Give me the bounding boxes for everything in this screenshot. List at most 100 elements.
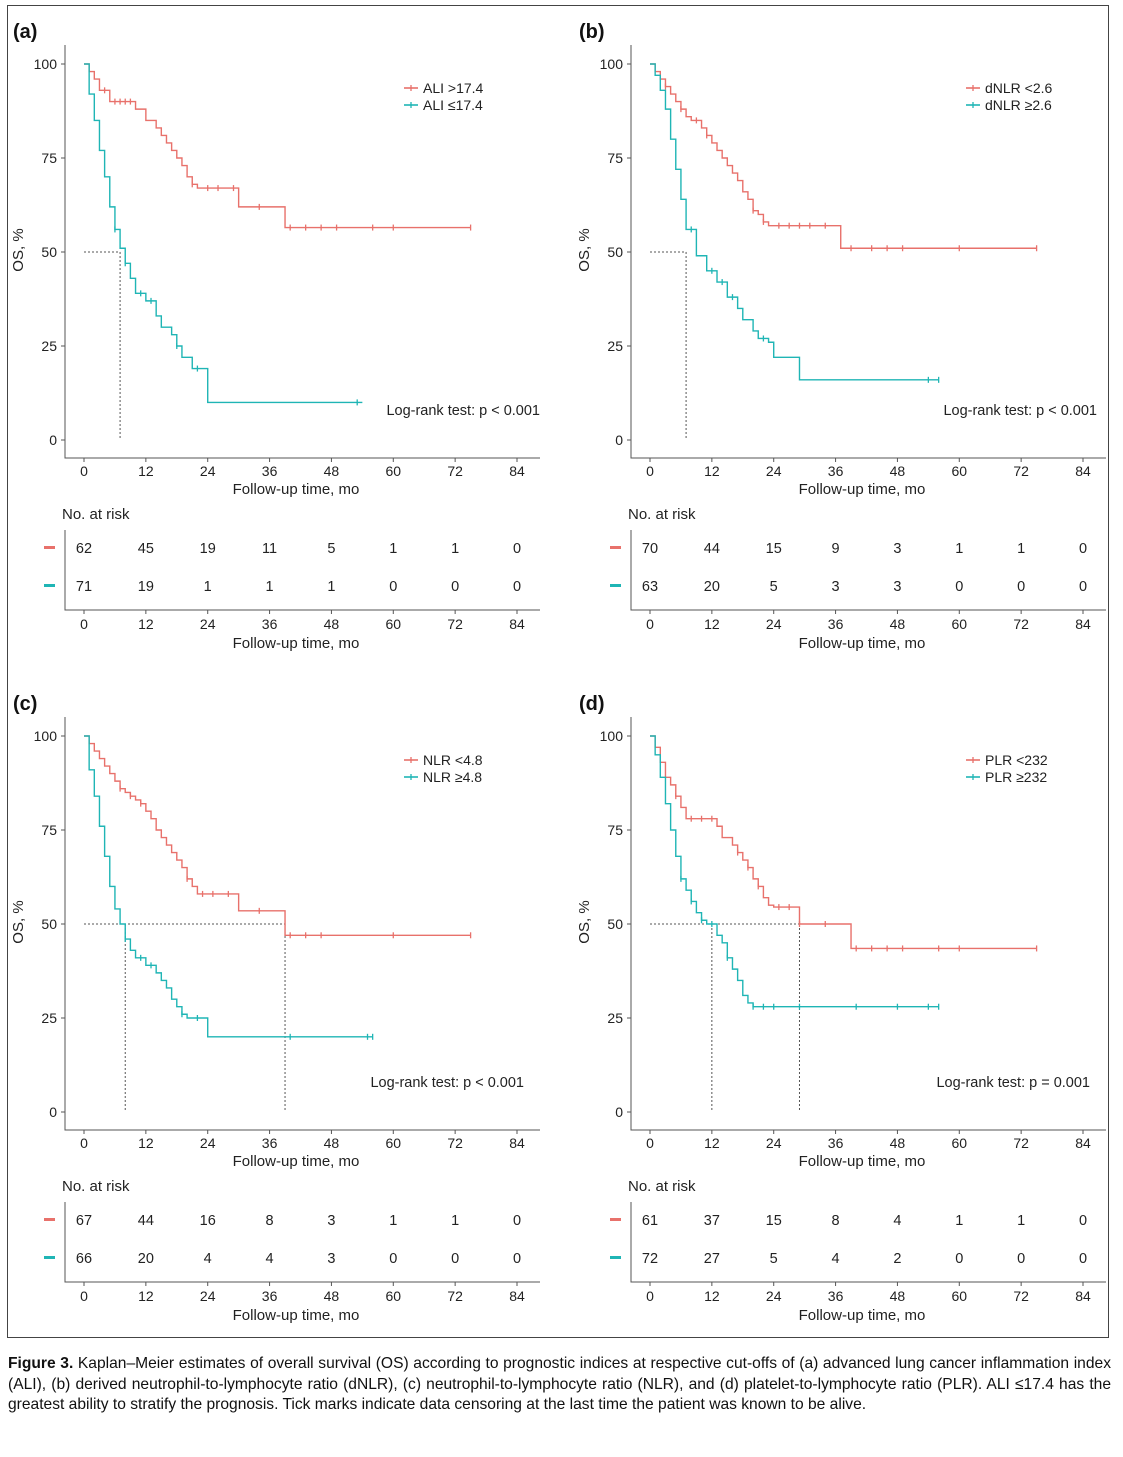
km-curve (84, 735, 471, 936)
x-tick-label: 12 (138, 1135, 154, 1151)
risk-table-title: No. at risk (62, 1178, 130, 1195)
y-tick-label: 0 (49, 432, 57, 448)
x-tick-label: 48 (324, 1135, 340, 1151)
km-curve (650, 63, 939, 381)
risk-x-tick-label: 84 (1075, 616, 1091, 632)
caption-text: Kaplan–Meier estimates of overall surviv… (8, 1355, 1111, 1413)
risk-x-tick-label: 24 (200, 1288, 216, 1304)
panel-label: (b) (579, 21, 605, 43)
risk-count: 4 (893, 1213, 901, 1229)
y-tick-label: 75 (41, 150, 57, 166)
legend-label: PLR <232 (985, 752, 1048, 768)
risk-count: 70 (642, 541, 658, 557)
x-tick-label: 60 (385, 1135, 401, 1151)
risk-x-tick-label: 48 (890, 1288, 906, 1304)
risk-count: 63 (642, 579, 658, 595)
risk-count: 0 (451, 579, 459, 595)
logrank-annotation: Log-rank test: p < 0.001 (370, 1075, 524, 1091)
panel-label: (c) (13, 693, 37, 715)
risk-x-tick-label: 36 (262, 616, 278, 632)
risk-row-swatch (610, 584, 621, 587)
y-tick-label: 50 (41, 916, 57, 932)
y-tick-label: 50 (607, 916, 623, 932)
y-tick-label: 100 (34, 56, 58, 72)
logrank-annotation: Log-rank test: p < 0.001 (943, 403, 1097, 419)
x-tick-label: 36 (828, 1135, 844, 1151)
risk-x-tick-label: 84 (509, 616, 525, 632)
risk-table: No. at risk 70 44 15 9 3 1 1 0 63 20 5 3 3 0 0 0 0 12 24 36 4… (610, 506, 1106, 652)
risk-x-tick-label: 36 (262, 1288, 278, 1304)
risk-table-frame (64, 1202, 540, 1283)
risk-x-tick-label: 36 (828, 1288, 844, 1304)
risk-x-axis-title: Follow-up time, mo (233, 635, 360, 652)
x-tick-label: 72 (1013, 1135, 1029, 1151)
risk-x-tick-label: 60 (951, 616, 967, 632)
x-tick-label: 60 (951, 1135, 967, 1151)
y-tick-label: 0 (615, 1104, 623, 1120)
risk-count: 8 (266, 1213, 274, 1229)
km-series-low (84, 735, 374, 1040)
risk-x-tick-label: 12 (138, 1288, 154, 1304)
risk-count: 5 (770, 579, 778, 595)
x-tick-label: 72 (447, 1135, 463, 1151)
km-curve (650, 63, 1037, 249)
x-tick-label: 0 (646, 463, 654, 479)
panel-label: (a) (13, 21, 37, 43)
x-tick-label: 36 (262, 463, 278, 479)
risk-x-axis-title: Follow-up time, mo (233, 1307, 360, 1324)
risk-count: 3 (327, 1251, 335, 1267)
risk-count: 11 (262, 541, 277, 557)
risk-count: 0 (389, 579, 397, 595)
km-series-high (650, 735, 1038, 952)
x-tick-label: 84 (509, 463, 525, 479)
axis-frame (64, 45, 540, 459)
risk-count: 1 (451, 541, 459, 557)
risk-row-swatch (610, 1256, 621, 1259)
risk-count: 1 (451, 1213, 459, 1229)
y-tick-label: 25 (41, 1010, 57, 1026)
axis-frame (64, 717, 540, 1131)
risk-x-tick-label: 12 (704, 1288, 720, 1304)
axis-frame (630, 45, 1106, 459)
risk-count: 5 (327, 541, 335, 557)
x-tick-label: 60 (951, 463, 967, 479)
y-axis-title: OS, % (10, 228, 27, 271)
x-tick-label: 36 (262, 1135, 278, 1151)
risk-count: 9 (832, 541, 840, 557)
risk-count: 8 (832, 1213, 840, 1229)
x-tick-label: 48 (324, 463, 340, 479)
risk-count: 0 (1079, 541, 1087, 557)
risk-count: 1 (204, 579, 212, 595)
risk-count: 4 (266, 1251, 274, 1267)
risk-count: 0 (955, 1251, 963, 1267)
risk-count: 0 (1017, 1251, 1025, 1267)
risk-x-tick-label: 0 (646, 616, 654, 632)
risk-table-title: No. at risk (628, 506, 696, 523)
y-tick-label: 50 (41, 244, 57, 260)
legend-label: ALI >17.4 (423, 80, 484, 96)
risk-row-swatch (44, 546, 55, 549)
x-tick-label: 0 (646, 1135, 654, 1151)
x-tick-label: 84 (1075, 1135, 1091, 1151)
y-tick-label: 50 (607, 244, 623, 260)
km-series-low (84, 63, 363, 406)
y-tick-label: 25 (41, 338, 57, 354)
x-tick-label: 0 (80, 463, 88, 479)
km-series-low (650, 63, 940, 383)
x-tick-label: 24 (200, 463, 216, 479)
x-tick-label: 12 (704, 1135, 720, 1151)
risk-count: 62 (76, 541, 92, 557)
logrank-annotation: Log-rank test: p = 0.001 (936, 1075, 1090, 1091)
risk-x-tick-label: 0 (646, 1288, 654, 1304)
risk-count: 72 (642, 1251, 658, 1267)
legend-label: NLR <4.8 (423, 752, 483, 768)
risk-count: 19 (138, 579, 154, 595)
risk-x-tick-label: 84 (509, 1288, 525, 1304)
figure-frame (7, 5, 1109, 1338)
